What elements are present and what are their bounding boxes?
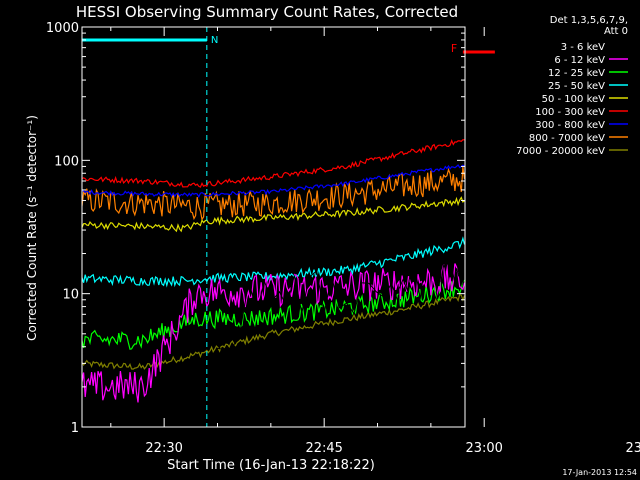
legend: Det 1,3,5,6,7,9,Att 0 3 - 6 keV 6 - 12 keV… xyxy=(516,15,628,157)
chart-title: HESSI Observing Summary Count Rates, Cor… xyxy=(76,3,458,21)
series-300_800keV-line xyxy=(82,164,465,199)
legend-label: 6 - 12 keV xyxy=(554,55,605,66)
plot-frame xyxy=(81,26,466,428)
y-tick-label: 100 xyxy=(54,154,79,169)
legend-label: 25 - 50 keV xyxy=(548,81,605,92)
series-6_12keV-line xyxy=(82,263,465,403)
series-50_100keV-line xyxy=(82,196,465,233)
legend-label: 800 - 7000 keV xyxy=(529,133,605,144)
series-3_6kev-line xyxy=(195,253,465,415)
series-traces xyxy=(82,139,465,415)
legend-label: 100 - 300 keV xyxy=(535,107,605,118)
legend-label: 12 - 25 keV xyxy=(548,68,605,79)
legend-label: 50 - 100 keV xyxy=(542,94,606,105)
series-7000_20000keV-line xyxy=(82,293,465,370)
legend-header: Att 0 xyxy=(604,26,628,37)
series-25_50keV-line xyxy=(82,236,465,288)
legend-header: Det 1,3,5,6,7,9, xyxy=(550,15,628,26)
y-tick-label: 1 xyxy=(71,421,79,436)
x-tick-label: 23:00 xyxy=(465,441,502,456)
series-12_25keV-line xyxy=(82,279,465,350)
footer-timestamp: 17-Jan-2013 12:54 xyxy=(562,468,637,477)
plot-area: NF110100100022:3022:4523:0023:1523:3023:… xyxy=(46,21,640,456)
y-tick-label: 10 xyxy=(62,288,79,303)
legend-label: 3 - 6 keV xyxy=(561,42,605,53)
x-tick-label: 23:15 xyxy=(625,441,640,456)
y-axis-label: Corrected Count Rate (s⁻¹ detector⁻¹) xyxy=(25,115,39,341)
x-tick-label: 22:30 xyxy=(145,441,182,456)
y-tick-label: 1000 xyxy=(46,21,79,36)
legend-label: 7000 - 20000 keV xyxy=(516,146,605,157)
band-label: N xyxy=(211,35,218,46)
legend-label: 300 - 800 keV xyxy=(535,120,605,131)
flare-marker-label: F xyxy=(451,42,457,55)
x-tick-label: 22:45 xyxy=(305,441,342,456)
x-axis-label: Start Time (16-Jan-13 22:18:22) xyxy=(167,458,375,473)
series-100_300keV-line xyxy=(82,139,465,188)
